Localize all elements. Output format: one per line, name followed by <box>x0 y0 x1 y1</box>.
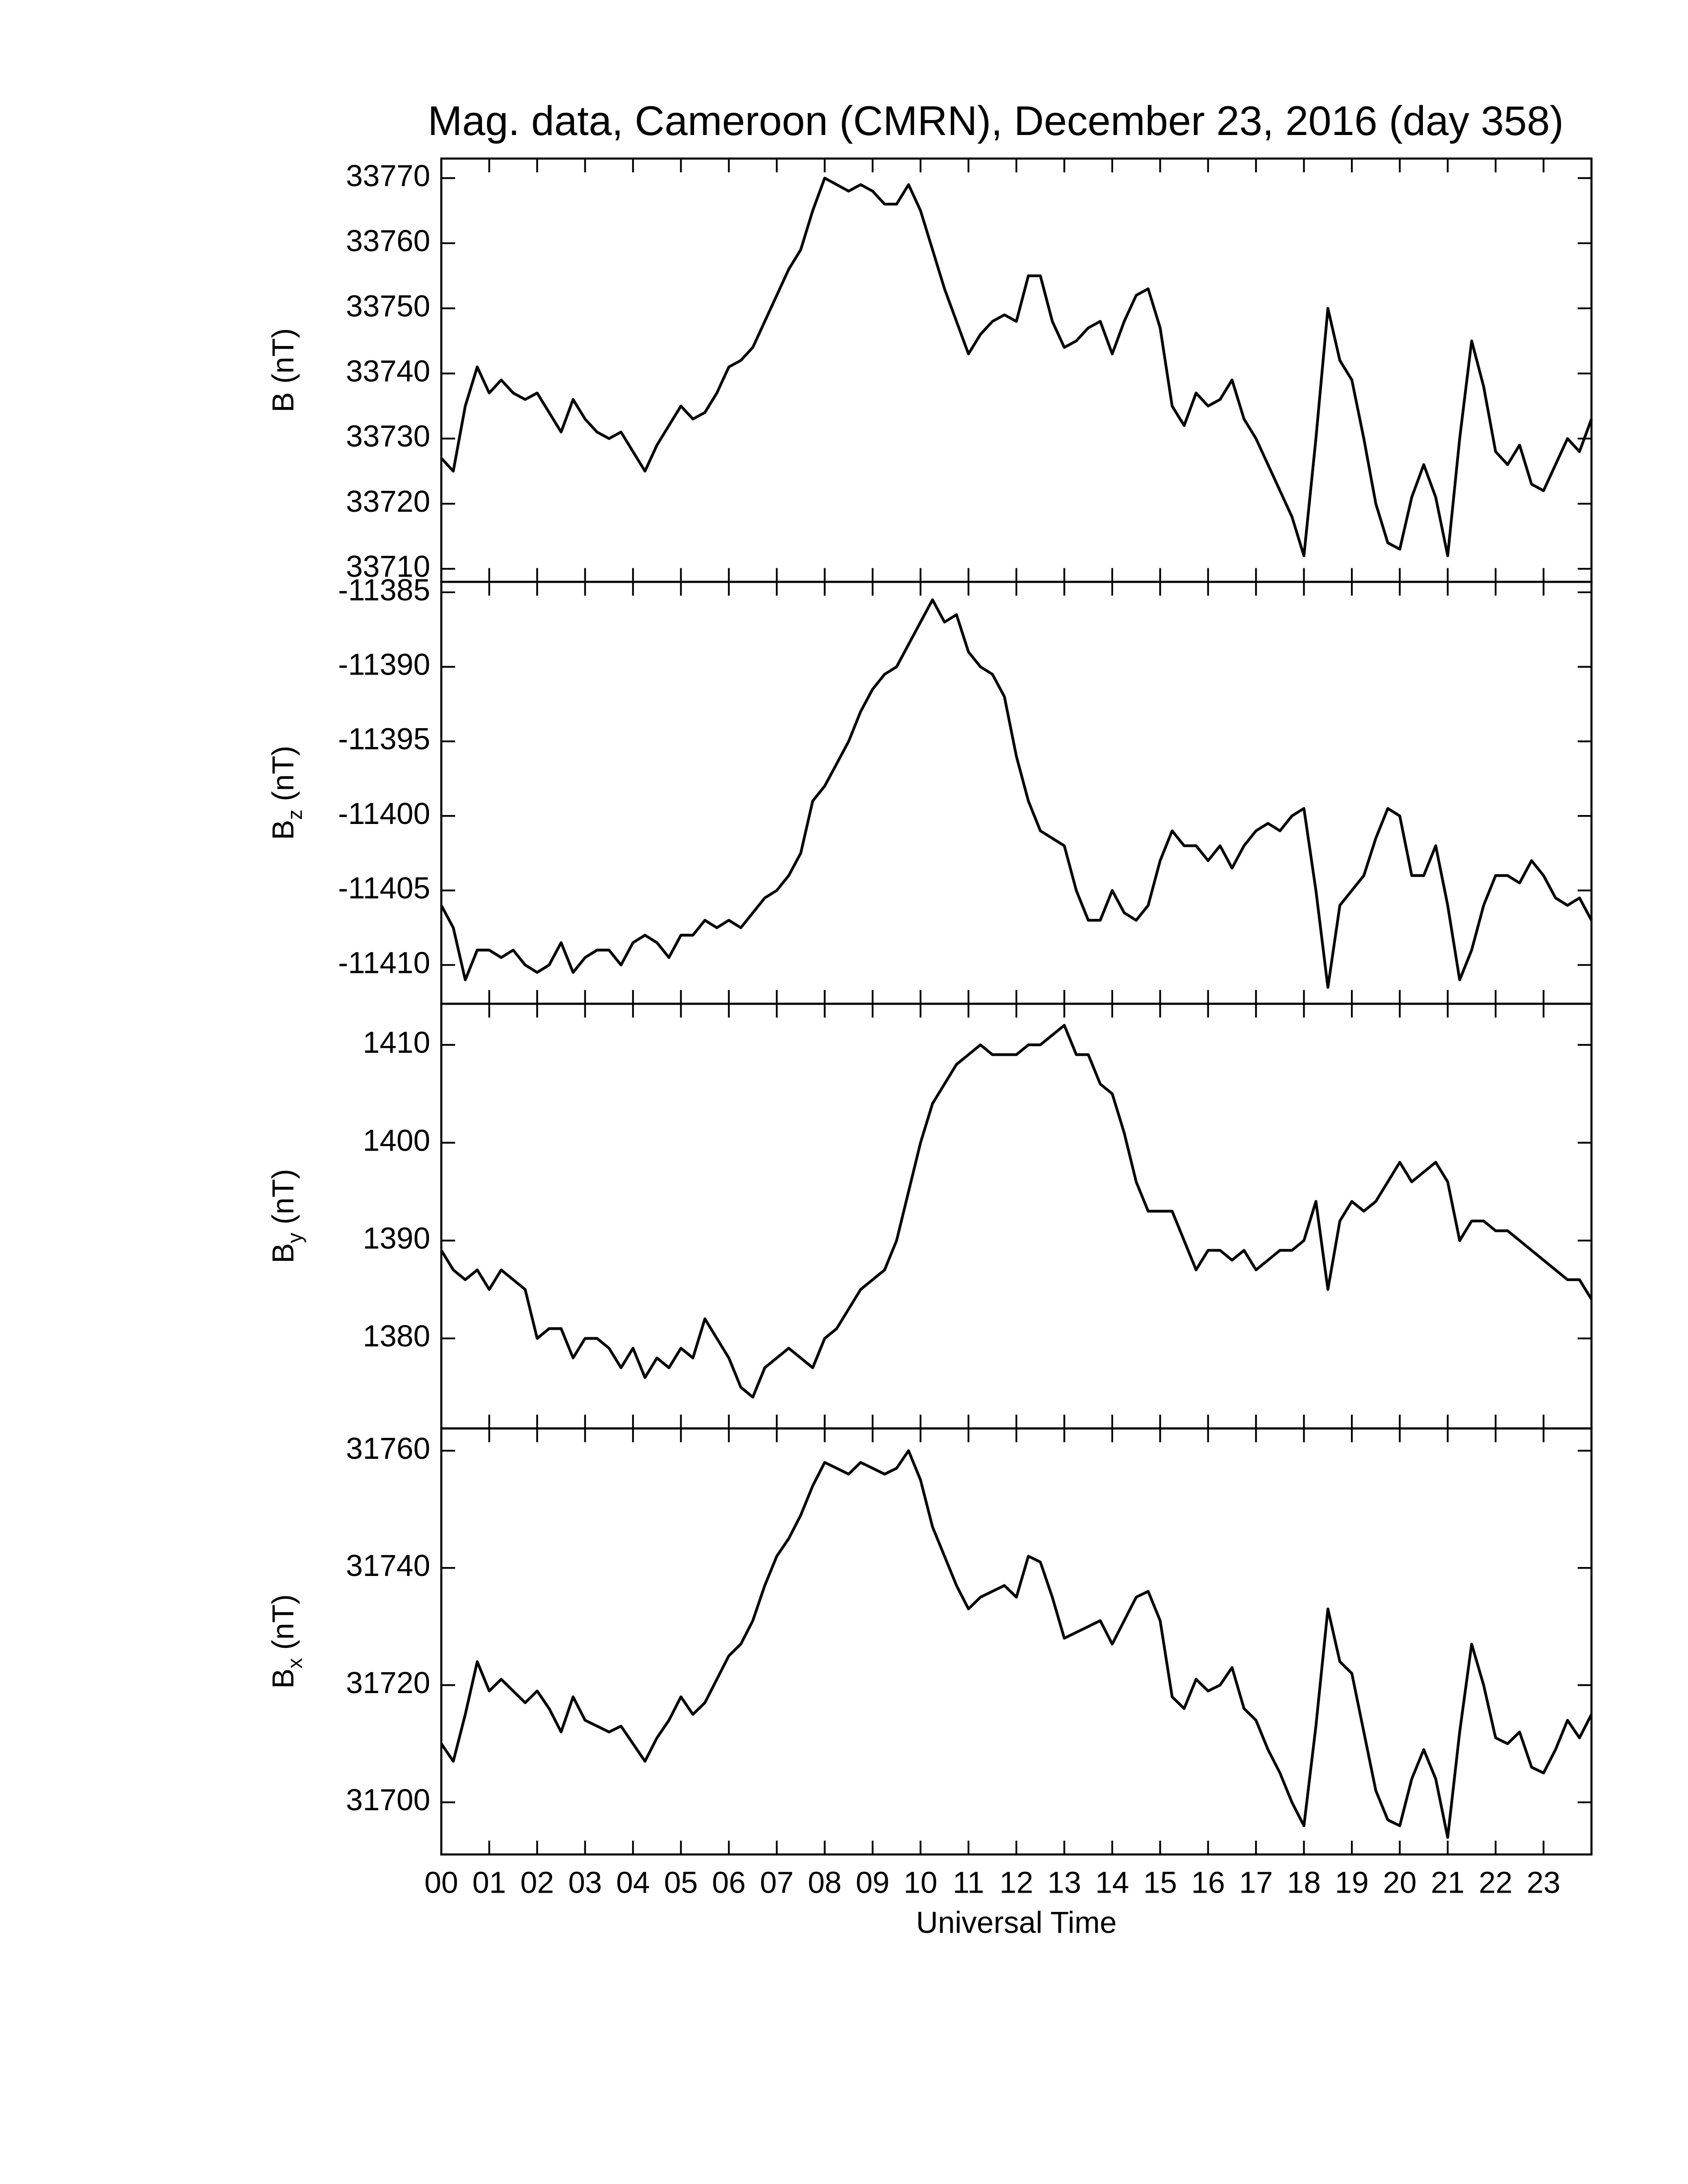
y-tick-label: 33750 <box>346 289 430 323</box>
x-tick-label: 17 <box>1239 1865 1273 1899</box>
y-tick-label: 31700 <box>346 1783 430 1817</box>
x-tick-label: 21 <box>1431 1865 1465 1899</box>
y-axis-label-unit: (nT) <box>266 1594 300 1650</box>
data-line <box>440 598 1593 989</box>
y-tick-label: -11405 <box>338 871 430 905</box>
y-tick-label: -11390 <box>338 648 430 682</box>
y-tick-label: -11410 <box>338 946 430 979</box>
x-tick-label: 13 <box>1048 1865 1081 1899</box>
y-axis-label-main: B <box>266 1668 300 1689</box>
y-tick-label: 31720 <box>346 1666 430 1700</box>
x-tick-label: 06 <box>712 1865 746 1899</box>
y-axis-label-main: B <box>266 820 300 840</box>
y-tick-label: 33720 <box>346 484 430 518</box>
y-axis-label-main: B <box>266 1243 300 1263</box>
x-axis-label: Universal Time <box>916 1906 1117 1939</box>
y-tick-label: 33730 <box>346 419 430 453</box>
x-tick-label: 16 <box>1191 1865 1225 1899</box>
y-tick-label: 1380 <box>363 1319 430 1353</box>
chart-title: Mag. data, Cameroon (CMRN), December 23,… <box>428 98 1564 144</box>
x-tick-label: 23 <box>1527 1865 1560 1899</box>
y-axis-label: B (nT) <box>266 328 300 412</box>
y-tick-label: -11385 <box>338 573 430 607</box>
y-tick-label: 31740 <box>346 1549 430 1582</box>
y-tick-label: -11400 <box>338 797 430 830</box>
x-tick-label: 11 <box>953 1865 984 1899</box>
y-axis-label-main: B (nT) <box>266 328 300 412</box>
y-axis-label-subscript: x <box>283 1658 306 1668</box>
y-axis-label-subscript: y <box>283 1232 306 1243</box>
y-tick-label: 33710 <box>346 549 430 583</box>
x-tick-label: 20 <box>1383 1865 1416 1899</box>
x-tick-label: 14 <box>1095 1865 1129 1899</box>
y-tick-label: 33760 <box>346 224 430 258</box>
x-tick-label: 12 <box>999 1865 1033 1899</box>
y-tick-label: 31760 <box>346 1432 430 1465</box>
data-line <box>440 1024 1593 1399</box>
x-tick-label: 04 <box>616 1865 650 1899</box>
x-tick-label: 18 <box>1287 1865 1321 1899</box>
x-tick-label: 02 <box>520 1865 554 1899</box>
y-axis-label-subscript: z <box>283 810 306 820</box>
y-tick-label: 1390 <box>363 1221 430 1255</box>
x-tick-label: 10 <box>904 1865 937 1899</box>
x-tick-label: 15 <box>1143 1865 1177 1899</box>
x-tick-label: 09 <box>856 1865 890 1899</box>
data-line <box>440 1449 1593 1839</box>
y-axis-label: Bx (nT) <box>266 1594 306 1689</box>
y-tick-label: 1400 <box>363 1123 430 1157</box>
y-axis-label-unit: (nT) <box>266 1169 300 1225</box>
y-tick-label: -11395 <box>338 722 430 756</box>
x-tick-label: 07 <box>760 1865 794 1899</box>
y-tick-label: 33770 <box>346 159 430 193</box>
y-axis-label: By (nT) <box>266 1169 306 1263</box>
data-line <box>440 177 1593 557</box>
y-axis-label: Bz (nT) <box>266 746 306 840</box>
y-tick-label: 1410 <box>363 1025 430 1059</box>
y-axis-label-unit: (nT) <box>266 746 300 801</box>
x-tick-label: 22 <box>1479 1865 1513 1899</box>
x-tick-label: 08 <box>808 1865 842 1899</box>
x-tick-label: 05 <box>664 1865 698 1899</box>
y-tick-label: 33740 <box>346 354 430 388</box>
x-tick-label: 00 <box>424 1865 458 1899</box>
x-tick-label: 19 <box>1335 1865 1369 1899</box>
x-tick-label: 03 <box>568 1865 602 1899</box>
x-tick-label: 01 <box>472 1865 506 1899</box>
